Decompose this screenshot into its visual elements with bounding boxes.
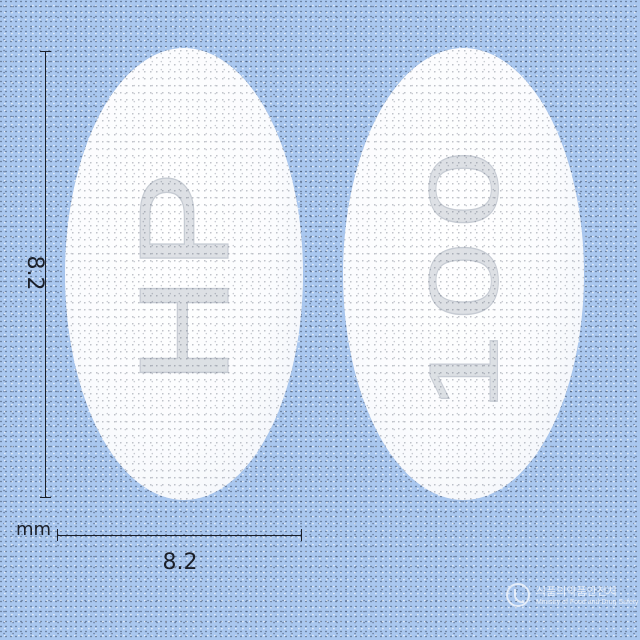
watermark-english-text: Ministry of Food and Drug Safety xyxy=(536,599,639,606)
horizontal-dimension-label: 8.2 xyxy=(162,550,198,575)
vertical-ruler xyxy=(45,52,46,498)
vertical-ruler-tick-bottom xyxy=(40,497,51,498)
mfds-watermark: 식품의약품안전처 Ministry of Food and Drug Safet… xyxy=(506,583,639,619)
vertical-ruler-tick-top xyxy=(40,51,51,52)
tablet-front: HP xyxy=(65,48,303,500)
horizontal-ruler-tick-left xyxy=(57,529,58,541)
vertical-dimension-label: 8.2 xyxy=(22,255,47,291)
unit-label: mm xyxy=(16,519,52,540)
imprint-front: HP xyxy=(65,48,303,500)
imprint-front-text: HP xyxy=(112,163,256,385)
horizontal-ruler xyxy=(58,535,302,536)
mfds-logo-icon xyxy=(506,583,530,607)
tablet-back: 100 xyxy=(343,48,584,500)
imprint-back: 100 xyxy=(343,48,584,500)
horizontal-ruler-tick-right xyxy=(301,529,302,541)
watermark-korean-text: 식품의약품안전처 xyxy=(536,586,617,598)
imprint-back-text: 100 xyxy=(408,136,519,413)
